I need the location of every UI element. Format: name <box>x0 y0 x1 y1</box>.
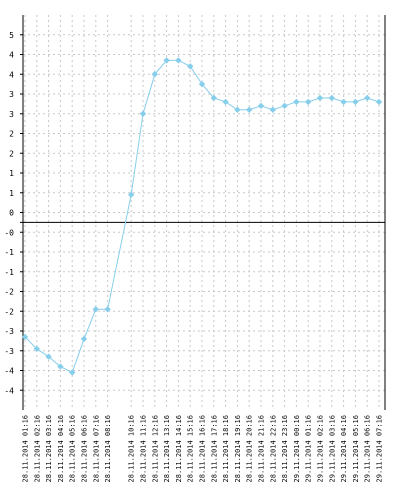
series-layer <box>21 57 383 376</box>
x-tick-label: 28.11.2014 22:16 <box>269 415 277 482</box>
x-tick-label: 28.11.2014 16:16 <box>199 415 207 482</box>
data-point <box>352 98 359 106</box>
data-point <box>257 102 265 110</box>
x-tick-label: 29.11.2014 05:16 <box>352 415 360 482</box>
y-tick-label: -3 <box>4 327 14 336</box>
data-point <box>293 98 300 106</box>
y-tick-label: 4 <box>9 70 14 79</box>
x-tick-label: 28.11.2014 03:16 <box>45 415 53 482</box>
x-tick-label: 29.11.2014 00:16 <box>293 415 301 482</box>
x-tick-label: 28.11.2014 19:16 <box>234 415 242 482</box>
x-tick-label: 29.11.2014 02:16 <box>317 415 325 482</box>
data-point <box>364 94 371 102</box>
x-tick-label: 29.11.2014 06:16 <box>364 415 372 482</box>
data-point <box>175 57 182 64</box>
y-tick-label: 5 <box>9 31 14 40</box>
x-tick-label: 28.11.2014 21:16 <box>258 415 266 482</box>
data-point <box>198 80 206 88</box>
data-point <box>187 63 194 70</box>
y-tick-label: 1 <box>9 189 14 198</box>
y-tick-label: -4 <box>4 367 14 376</box>
x-tick-label: 28.11.2014 06:16 <box>81 415 89 482</box>
y-tick-label: -2 <box>4 307 14 316</box>
x-tick-label: 28.11.2014 04:16 <box>57 415 65 482</box>
x-tick-label: 28.11.2014 15:16 <box>187 415 195 482</box>
data-point <box>316 94 324 102</box>
y-tick-label: 0 <box>9 209 14 218</box>
data-point <box>328 94 335 102</box>
x-tick-label: 29.11.2014 01:16 <box>305 415 313 482</box>
y-tick-label: -4 <box>4 386 14 395</box>
data-point <box>21 333 29 341</box>
data-point <box>163 57 170 64</box>
x-tick-label: 28.11.2014 11:16 <box>140 415 148 482</box>
y-tick-label: -3 <box>4 347 14 356</box>
x-tick-label: 28.11.2014 13:16 <box>163 415 171 482</box>
data-point <box>269 106 276 113</box>
data-point <box>69 369 76 376</box>
data-point <box>375 98 383 106</box>
data-point <box>92 306 99 313</box>
x-tick-label: 28.11.2014 18:16 <box>222 415 230 482</box>
y-tick-label: 4 <box>9 51 14 60</box>
data-point <box>33 345 40 352</box>
x-tick-labels: 28.11.2014 01:16 28.11.2014 02:16 28.11.20… <box>22 415 384 482</box>
data-point <box>80 335 88 343</box>
x-tick-label: 28.11.2014 12:16 <box>151 415 159 482</box>
y-tick-label: 3 <box>9 90 14 99</box>
y-tick-label: 2 <box>9 130 14 139</box>
x-tick-label: 29.11.2014 07:16 <box>376 415 384 482</box>
data-point <box>210 94 217 102</box>
x-tick-label: 28.11.2014 17:16 <box>210 415 218 482</box>
x-tick-label: 28.11.2014 02:16 <box>33 415 41 482</box>
y-tick-label: 1 <box>9 169 14 178</box>
y-tick-label: 3 <box>9 110 14 119</box>
x-tick-label: 28.11.2014 23:16 <box>281 415 289 482</box>
data-point <box>45 353 52 360</box>
data-point <box>139 110 147 117</box>
x-tick-label: 28.11.2014 05:16 <box>69 415 77 482</box>
x-tick-label: 28.11.2014 14:16 <box>175 415 183 482</box>
grid-layer <box>23 15 385 410</box>
y-tick-labels: 5 4 4 3 3 2 2 1 1 0 -0 -1 -1 -2 -2 -3 -3 -4 -4 <box>4 31 14 396</box>
data-point <box>281 102 288 110</box>
x-tick-label: 28.11.2014 01:16 <box>22 415 30 482</box>
data-point <box>151 71 158 78</box>
y-tick-label: 2 <box>9 149 14 158</box>
data-point <box>234 106 241 113</box>
x-tick-label: 28.11.2014 07:16 <box>92 415 100 482</box>
data-point <box>340 98 347 106</box>
y-tick-label: -1 <box>4 268 14 277</box>
data-point <box>104 306 111 313</box>
x-tick-label: 29.11.2014 03:16 <box>328 415 336 482</box>
data-point <box>128 191 135 198</box>
y-tick-label: -1 <box>4 248 14 257</box>
data-point <box>305 98 312 106</box>
x-tick-label: 28.11.2014 10:16 <box>128 415 136 482</box>
x-tick-label: 28.11.2014 08:16 <box>104 415 112 482</box>
x-tick-label: 28.11.2014 20:16 <box>246 415 254 482</box>
y-tick-label: -2 <box>4 288 14 297</box>
data-point <box>57 363 64 370</box>
axes-layer <box>20 15 386 410</box>
data-point <box>246 106 253 113</box>
x-tick-label: 29.11.2014 04:16 <box>340 415 348 482</box>
y-tick-label: -0 <box>4 228 14 237</box>
data-point <box>222 98 229 106</box>
